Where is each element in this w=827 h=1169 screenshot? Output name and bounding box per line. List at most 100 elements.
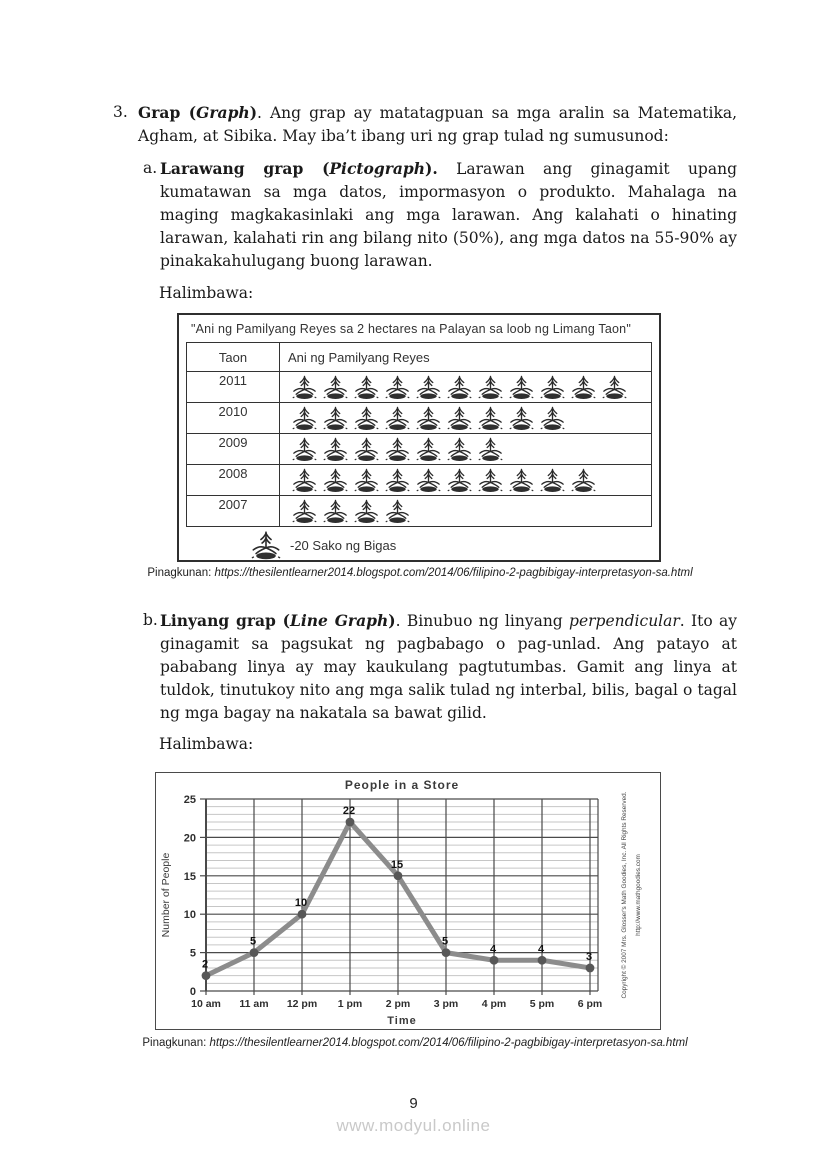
svg-text:10: 10 — [184, 909, 196, 921]
chart-data-point — [393, 871, 403, 881]
svg-text:12 pm: 12 pm — [287, 998, 317, 1010]
rice-plant-icon — [352, 436, 381, 463]
rice-plant-icon — [476, 467, 505, 494]
grap-bold: Grap ( — [138, 103, 197, 122]
rice-plant-icon — [383, 405, 412, 432]
rice-plant-icon — [476, 436, 505, 463]
pictograph-header-row: Taon Ani ng Pamilyang Reyes — [186, 342, 652, 372]
chart-point-label: 4 — [538, 943, 545, 955]
rice-plant-icon — [321, 374, 350, 401]
chart-title: People in a Store — [345, 778, 459, 792]
pictograph-row: 2010 — [186, 402, 652, 434]
rice-plant-icon — [445, 405, 474, 432]
rice-plant-icon — [538, 405, 567, 432]
pictograph-row: 2011 — [186, 371, 652, 403]
rice-plant-icon — [290, 467, 319, 494]
paragraph-grap: 3. Grap (Graph). Ang grap ay matatagpuan… — [113, 101, 737, 148]
chart-point-label: 10 — [295, 897, 307, 909]
rice-plant-icon — [321, 436, 350, 463]
line-graph-italic-word: perpendicular — [569, 612, 680, 630]
pictograph-icon-cell — [279, 495, 652, 527]
svg-text:25: 25 — [184, 794, 196, 806]
rice-plant-icon — [569, 374, 598, 401]
source-url-1: https://thesilentlearner2014.blogspot.co… — [214, 567, 693, 579]
chart-point-label: 4 — [490, 943, 497, 955]
pictograph-year: 2008 — [186, 464, 280, 496]
pictograph-year: 2010 — [186, 402, 280, 434]
pictograph-icon-cell — [279, 433, 652, 465]
rice-plant-icon — [290, 405, 319, 432]
svg-text:4 pm: 4 pm — [482, 998, 507, 1010]
pictograph-legend-label: -20 Sako ng Bigas — [290, 538, 397, 553]
line-graph-bold-close: ) — [388, 611, 396, 630]
grap-bold-close: ) — [249, 103, 258, 122]
svg-text:10 am: 10 am — [191, 998, 221, 1010]
svg-text:11 am: 11 am — [239, 998, 268, 1010]
chart-point-label: 2 — [202, 959, 208, 971]
paragraph-line-graph-text: Linyang grap (Line Graph). Binubuo ng li… — [160, 609, 737, 725]
svg-text:3 pm: 3 pm — [434, 998, 459, 1010]
paragraph-pictograph-text: Larawang grap (Pictograph). Larawan ang … — [160, 157, 737, 273]
rice-plant-icon — [507, 405, 536, 432]
paragraph-grap-text: Grap (Graph). Ang grap ay matatagpuan sa… — [138, 101, 737, 148]
rice-plant-icon — [321, 498, 350, 525]
rice-plant-icon — [476, 405, 505, 432]
pictograph-row: 2008 — [186, 464, 652, 496]
rice-plant-icon — [414, 405, 443, 432]
halimbawa-label-2: Halimbawa: — [159, 735, 254, 753]
chart-copyright-url: http://www.mathgoodies.com — [635, 854, 642, 936]
line-graph-bold-italic: Line Graph — [290, 611, 389, 630]
source-label-2: Pinagkunan: — [142, 1037, 210, 1049]
list-marker-a: a. — [143, 159, 158, 177]
rice-plant-icon — [383, 436, 412, 463]
chart-point-label: 15 — [391, 859, 403, 871]
rice-plant-icon — [383, 467, 412, 494]
list-marker-b: b. — [143, 611, 158, 629]
list-marker-3: 3. — [113, 103, 128, 121]
chart-data-point — [345, 817, 355, 827]
rice-plant-icon — [352, 467, 381, 494]
rice-plant-icon — [352, 405, 381, 432]
rice-plant-icon — [538, 467, 567, 494]
pictograph-bold: Larawang grap ( — [160, 159, 330, 178]
pictograph-body: Larawan ang ginagamit upang kumatawan sa… — [160, 160, 738, 270]
halimbawa-label-1: Halimbawa: — [159, 284, 254, 302]
rice-plant-icon — [569, 467, 598, 494]
rice-plant-icon — [600, 374, 629, 401]
pictograph-icon-cell — [279, 371, 652, 403]
svg-text:6 pm: 6 pm — [578, 998, 603, 1010]
svg-text:1 pm: 1 pm — [338, 998, 363, 1010]
pictograph-bold-italic: Pictograph — [329, 159, 426, 178]
source-label-1: Pinagkunan: — [147, 567, 215, 579]
rice-plant-icon — [290, 374, 319, 401]
line-graph-body: . Ito ay ginagamit sa pagsukat ng pagbab… — [160, 612, 738, 722]
rice-plant-icon — [445, 467, 474, 494]
source-caption-1: Pinagkunan: https://thesilentlearner2014… — [140, 566, 700, 581]
pictograph-row: 2007 — [186, 495, 652, 527]
rice-plant-icon — [383, 374, 412, 401]
chart-ylabel: Number of People — [160, 853, 172, 938]
pictograph-row: 2009 — [186, 433, 652, 465]
source-url-2: https://thesilentlearner2014.blogspot.co… — [209, 1037, 688, 1049]
pictograph-legend: -20 Sako ng Bigas — [251, 529, 659, 562]
source-caption-2: Pinagkunan: https://thesilentlearner2014… — [103, 1036, 727, 1051]
chart-data-point — [585, 963, 595, 973]
rice-plant-icon — [414, 374, 443, 401]
rice-plant-icon — [476, 374, 505, 401]
chart-data-point — [297, 909, 307, 919]
line-chart: 0 5 10 15 20 25 10 am 11 am 12 pm 1 pm 2 pm 3 pm 4 p… — [156, 773, 660, 1032]
chart-data-point — [249, 948, 259, 957]
pictograph-rows: 2011 2010 2009 2008 2007 — [186, 371, 652, 527]
rice-plant-icon — [538, 374, 567, 401]
rice-plant-icon — [251, 529, 281, 562]
grap-body: . Ang grap ay matatagpuan sa mga aralin … — [138, 104, 738, 145]
svg-text:5 pm: 5 pm — [530, 998, 555, 1010]
chart-data-point — [201, 971, 211, 981]
rice-plant-icon — [290, 498, 319, 525]
line-chart-figure: 0 5 10 15 20 25 10 am 11 am 12 pm 1 pm 2 pm 3 pm 4 p… — [155, 772, 661, 1030]
pictograph-year: 2007 — [186, 495, 280, 527]
svg-text:15: 15 — [184, 871, 196, 883]
chart-point-label: 3 — [586, 951, 592, 963]
chart-xlabel: Time — [387, 1015, 416, 1027]
